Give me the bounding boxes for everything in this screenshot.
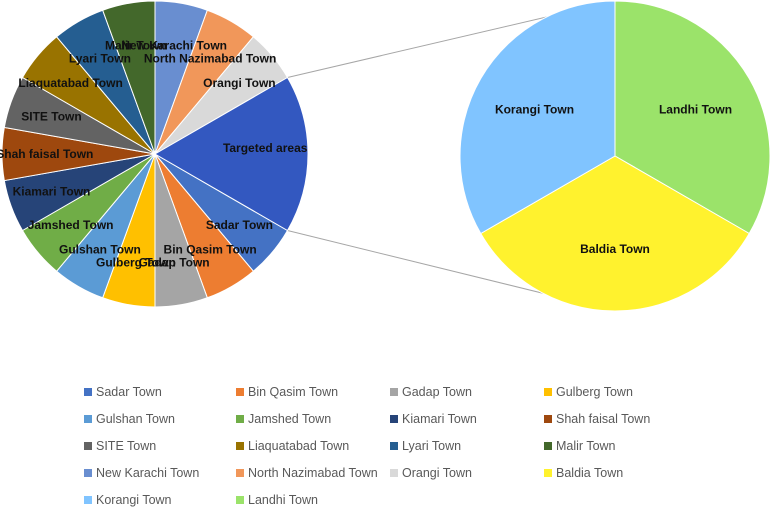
primary-label-sadar-town: Sadar Town bbox=[206, 218, 273, 232]
primary-label-gulshan-town: Gulshan Town bbox=[59, 242, 141, 256]
legend-item-korangi-town: Korangi Town bbox=[84, 493, 172, 507]
secondary-slice-korangi-town bbox=[459, 0, 616, 235]
legend-label-kiamari-town: Kiamari Town bbox=[402, 412, 477, 426]
legend-swatch-north-nazimabad-town bbox=[236, 469, 244, 477]
primary-label-gulberg-town: Gulberg Town bbox=[96, 256, 176, 270]
legend-swatch-new-karachi-town bbox=[84, 469, 92, 477]
secondary-label-baldia-town: Baldia Town bbox=[580, 242, 650, 256]
primary-label-north-nazimabad-town: North Nazimabad Town bbox=[144, 52, 276, 66]
primary-label-bin-qasim-town: Bin Qasim Town bbox=[164, 242, 257, 256]
legend-swatch-bin-qasim-town bbox=[236, 388, 244, 396]
legend-item-new-karachi-town: New Karachi Town bbox=[84, 466, 199, 480]
primary-pie bbox=[1, 0, 309, 308]
legend-label-lyari-town: Lyari Town bbox=[402, 439, 461, 453]
legend-item-jamshed-town: Jamshed Town bbox=[236, 412, 331, 426]
legend-item-malir-town: Malir Town bbox=[544, 439, 616, 453]
legend-label-sadar-town: Sadar Town bbox=[96, 385, 162, 399]
legend-label-new-karachi-town: New Karachi Town bbox=[96, 466, 199, 480]
legend-swatch-site-town bbox=[84, 442, 92, 450]
legend-swatch-korangi-town bbox=[84, 496, 92, 504]
legend-label-shah-faisal-town: Shah faisal Town bbox=[556, 412, 650, 426]
legend-label-baldia-town: Baldia Town bbox=[556, 466, 623, 480]
legend-label-korangi-town: Korangi Town bbox=[96, 493, 172, 507]
legend-label-gadap-town: Gadap Town bbox=[402, 385, 472, 399]
legend-item-lyari-town: Lyari Town bbox=[390, 439, 461, 453]
legend-label-landhi-town: Landhi Town bbox=[248, 493, 318, 507]
legend-label-liaquatabad-town: Liaquatabad Town bbox=[248, 439, 349, 453]
legend-item-gulberg-town: Gulberg Town bbox=[544, 385, 633, 399]
legend-label-orangi-town: Orangi Town bbox=[402, 466, 472, 480]
legend-item-sadar-town: Sadar Town bbox=[84, 385, 162, 399]
primary-label-jamshed-town: Jamshed Town bbox=[28, 218, 114, 232]
legend-swatch-jamshed-town bbox=[236, 415, 244, 423]
legend-label-jamshed-town: Jamshed Town bbox=[248, 412, 331, 426]
legend-swatch-sadar-town bbox=[84, 388, 92, 396]
legend-swatch-landhi-town bbox=[236, 496, 244, 504]
secondary-slice-landhi-town bbox=[614, 0, 770, 235]
legend-swatch-gadap-town bbox=[390, 388, 398, 396]
primary-label-targeted-areas: Targeted areas bbox=[223, 141, 308, 155]
legend-swatch-baldia-town bbox=[544, 469, 552, 477]
legend-swatch-orangi-town bbox=[390, 469, 398, 477]
secondary-pie-labels: Landhi Town Baldia Town Korangi Town bbox=[495, 103, 732, 257]
primary-label-shah-faisal-town: Shah faisal Town bbox=[0, 147, 93, 161]
legend-item-kiamari-town: Kiamari Town bbox=[390, 412, 477, 426]
secondary-slice-baldia-town bbox=[480, 155, 750, 312]
secondary-label-korangi-town: Korangi Town bbox=[495, 103, 574, 117]
legend-item-north-nazimabad-town: North Nazimabad Town bbox=[236, 466, 378, 480]
legend-item-bin-qasim-town: Bin Qasim Town bbox=[236, 385, 338, 399]
primary-label-kiamari-town: Kiamari Town bbox=[13, 185, 91, 199]
primary-label-lyari-town: Lyari Town bbox=[69, 52, 131, 66]
legend-swatch-shah-faisal-town bbox=[544, 415, 552, 423]
secondary-pie bbox=[459, 0, 770, 312]
legend-item-gulshan-town: Gulshan Town bbox=[84, 412, 175, 426]
legend-swatch-gulberg-town bbox=[544, 388, 552, 396]
primary-slice-targeted-areas bbox=[154, 76, 309, 232]
legend-label-site-town: SITE Town bbox=[96, 439, 156, 453]
legend-item-gadap-town: Gadap Town bbox=[390, 385, 472, 399]
primary-label-orangi-town: Orangi Town bbox=[203, 76, 275, 90]
legend-swatch-lyari-town bbox=[390, 442, 398, 450]
primary-label-liaquatabad-town: Liaquatabad Town bbox=[18, 76, 122, 90]
primary-label-malir-town: Malir Town bbox=[105, 39, 167, 53]
legend-label-bin-qasim-town: Bin Qasim Town bbox=[248, 385, 338, 399]
legend-item-orangi-town: Orangi Town bbox=[390, 466, 472, 480]
legend-swatch-liaquatabad-town bbox=[236, 442, 244, 450]
legend-label-north-nazimabad-town: North Nazimabad Town bbox=[248, 466, 378, 480]
legend-item-baldia-town: Baldia Town bbox=[544, 466, 623, 480]
legend-swatch-kiamari-town bbox=[390, 415, 398, 423]
legend-swatch-gulshan-town bbox=[84, 415, 92, 423]
legend-item-site-town: SITE Town bbox=[84, 439, 156, 453]
primary-label-gadap-town: Gadap Town bbox=[139, 256, 210, 270]
legend-swatch-malir-town bbox=[544, 442, 552, 450]
legend-label-gulberg-town: Gulberg Town bbox=[556, 385, 633, 399]
legend-label-gulshan-town: Gulshan Town bbox=[96, 412, 175, 426]
primary-label-site-town: SITE Town bbox=[21, 109, 81, 123]
legend-item-liaquatabad-town: Liaquatabad Town bbox=[236, 439, 349, 453]
legend: Sadar Town Bin Qasim Town Gadap Town Gulber… bbox=[84, 385, 650, 507]
legend-item-landhi-town: Landhi Town bbox=[236, 493, 318, 507]
legend-label-malir-town: Malir Town bbox=[556, 439, 616, 453]
secondary-label-landhi-town: Landhi Town bbox=[659, 103, 732, 117]
primary-label-new-karachi-town: New Karachi Town bbox=[121, 39, 227, 53]
legend-item-shah-faisal-town: Shah faisal Town bbox=[544, 412, 650, 426]
